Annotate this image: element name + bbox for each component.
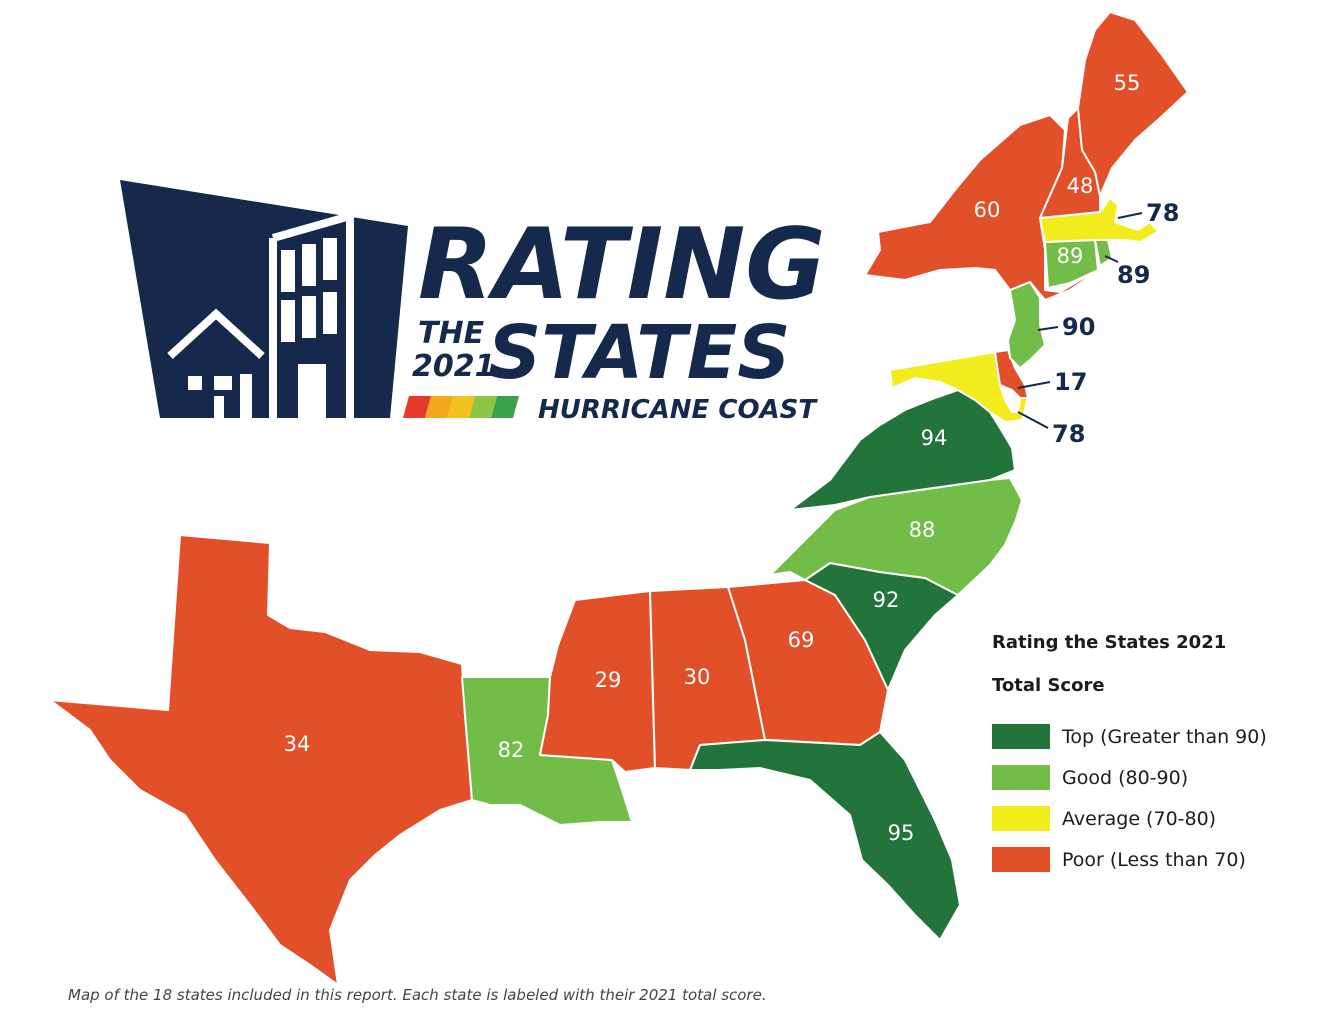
legend-label: Top (Greater than 90) xyxy=(1062,725,1267,748)
legend-label: Poor (Less than 70) xyxy=(1062,848,1246,871)
logo-building-panel xyxy=(120,180,408,418)
logo-color-stripe xyxy=(403,396,519,418)
legend-title: Rating the States 2021 xyxy=(992,632,1227,653)
score-label-maryland: 78 xyxy=(1052,420,1085,448)
score-label-rhode-island: 89 xyxy=(1117,261,1150,289)
legend-item-poor: Poor (Less than 70) xyxy=(992,839,1322,880)
score-label-new-york: 60 xyxy=(974,198,1001,222)
state-new-jersey[interactable] xyxy=(1007,281,1046,369)
logo-building-icon xyxy=(269,210,354,418)
logo-stripe-segment xyxy=(491,396,519,418)
logo-stripe-segment xyxy=(469,396,497,418)
logo-line-rating: RATING xyxy=(418,208,826,322)
score-label-south-carolina: 92 xyxy=(873,588,900,612)
logo-line-states: STATES xyxy=(488,310,791,396)
score-label-texas: 34 xyxy=(284,732,311,756)
score-label-north-carolina: 88 xyxy=(909,518,936,542)
state-texas[interactable] xyxy=(49,534,473,986)
legend-item-top: Top (Greater than 90) xyxy=(992,716,1322,757)
logo-the: THE xyxy=(418,316,485,351)
legend-item-average: Average (70-80) xyxy=(992,798,1322,839)
state-maryland[interactable] xyxy=(889,351,1029,423)
state-massachusetts[interactable] xyxy=(1039,197,1159,243)
logo-stripe-segment xyxy=(403,396,431,418)
map-legend: Rating the States 2021 Total Score Top (… xyxy=(992,632,1322,880)
leader-line-delaware xyxy=(1017,381,1051,389)
legend-swatch-good xyxy=(992,765,1050,790)
score-label-mississippi: 29 xyxy=(595,668,622,692)
legend-swatch-poor xyxy=(992,847,1050,872)
score-label-alabama: 30 xyxy=(684,665,711,689)
logo-stripe-segment xyxy=(425,396,453,418)
logo-subtitle: HURRICANE COAST xyxy=(538,395,818,425)
legend-label: Good (80-90) xyxy=(1062,766,1189,789)
state-florida[interactable] xyxy=(689,731,961,941)
score-label-louisiana: 82 xyxy=(498,738,525,762)
legend-item-good: Good (80-90) xyxy=(992,757,1322,798)
state-new-york[interactable] xyxy=(864,114,1101,301)
score-label-new-hampshire: 48 xyxy=(1067,174,1094,198)
score-label-delaware: 17 xyxy=(1054,368,1087,396)
score-label-massachusetts: 78 xyxy=(1146,199,1179,227)
figure-caption: Map of the 18 states included in this re… xyxy=(68,986,767,1004)
score-label-virginia: 94 xyxy=(921,426,948,450)
logo-stripe-segment xyxy=(447,396,475,418)
logo-house-icon xyxy=(167,308,265,418)
legend-swatch-top xyxy=(992,724,1050,749)
leader-line-new-jersey xyxy=(1037,326,1059,331)
score-label-florida: 95 xyxy=(888,821,915,845)
score-label-georgia: 69 xyxy=(788,628,815,652)
score-label-connecticut: 89 xyxy=(1057,244,1084,268)
rating-the-states-logo: RATING THE 2021 STATES HURRICANE COAST xyxy=(120,180,826,425)
score-label-maine: 55 xyxy=(1114,71,1141,95)
leader-line-maryland xyxy=(1017,411,1049,429)
state-maine[interactable] xyxy=(1077,11,1189,197)
logo-year: 2021 xyxy=(412,349,496,384)
score-label-new-jersey: 90 xyxy=(1062,313,1095,341)
legend-subtitle: Total Score xyxy=(992,675,1105,696)
leader-line-rhode-island xyxy=(1104,255,1119,263)
leader-line-massachusetts xyxy=(1117,212,1143,219)
legend-label: Average (70-80) xyxy=(1062,807,1217,830)
legend-swatch-average xyxy=(992,806,1050,831)
